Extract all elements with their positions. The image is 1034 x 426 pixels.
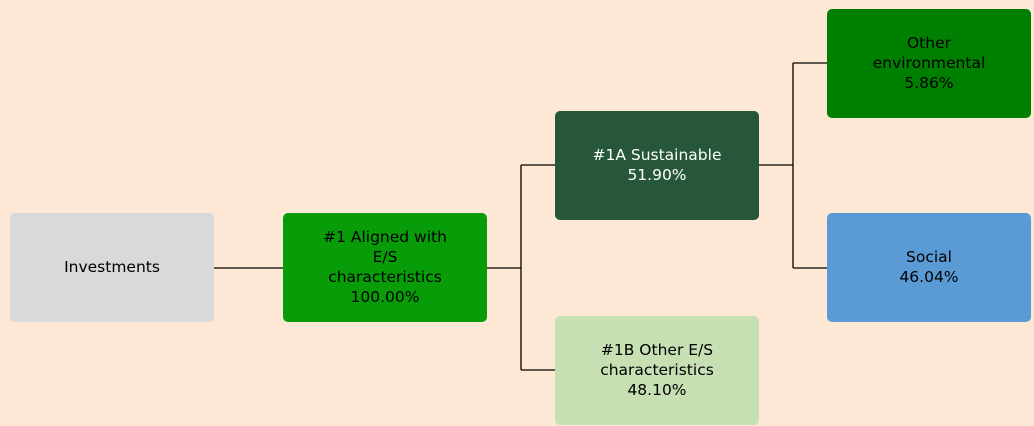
connector xyxy=(487,164,555,371)
node-label: characteristics xyxy=(600,361,714,379)
node-box xyxy=(555,111,759,220)
node-value: 48.10% xyxy=(627,381,686,399)
node-value: 100.00% xyxy=(351,288,420,306)
node-label: E/S xyxy=(373,248,398,266)
node-box xyxy=(827,213,1031,322)
node-label: characteristics xyxy=(328,268,442,286)
connector xyxy=(759,62,827,269)
node-value: 46.04% xyxy=(899,268,958,286)
node-box xyxy=(555,316,759,425)
node-value: 5.86% xyxy=(904,74,953,92)
node-label: Other xyxy=(907,34,952,52)
node-label: environmental xyxy=(873,54,986,72)
node-label: #1A Sustainable xyxy=(592,146,721,164)
connectors xyxy=(214,62,827,371)
node-label: #1B Other E/S xyxy=(601,341,713,359)
node-label: Investments xyxy=(64,258,160,276)
node-label: #1 Aligned with xyxy=(323,228,447,246)
node-box xyxy=(827,9,1031,118)
node-label: Social xyxy=(906,248,952,266)
node-value: 51.90% xyxy=(627,166,686,184)
node-box xyxy=(10,213,214,322)
node-box xyxy=(283,213,487,322)
